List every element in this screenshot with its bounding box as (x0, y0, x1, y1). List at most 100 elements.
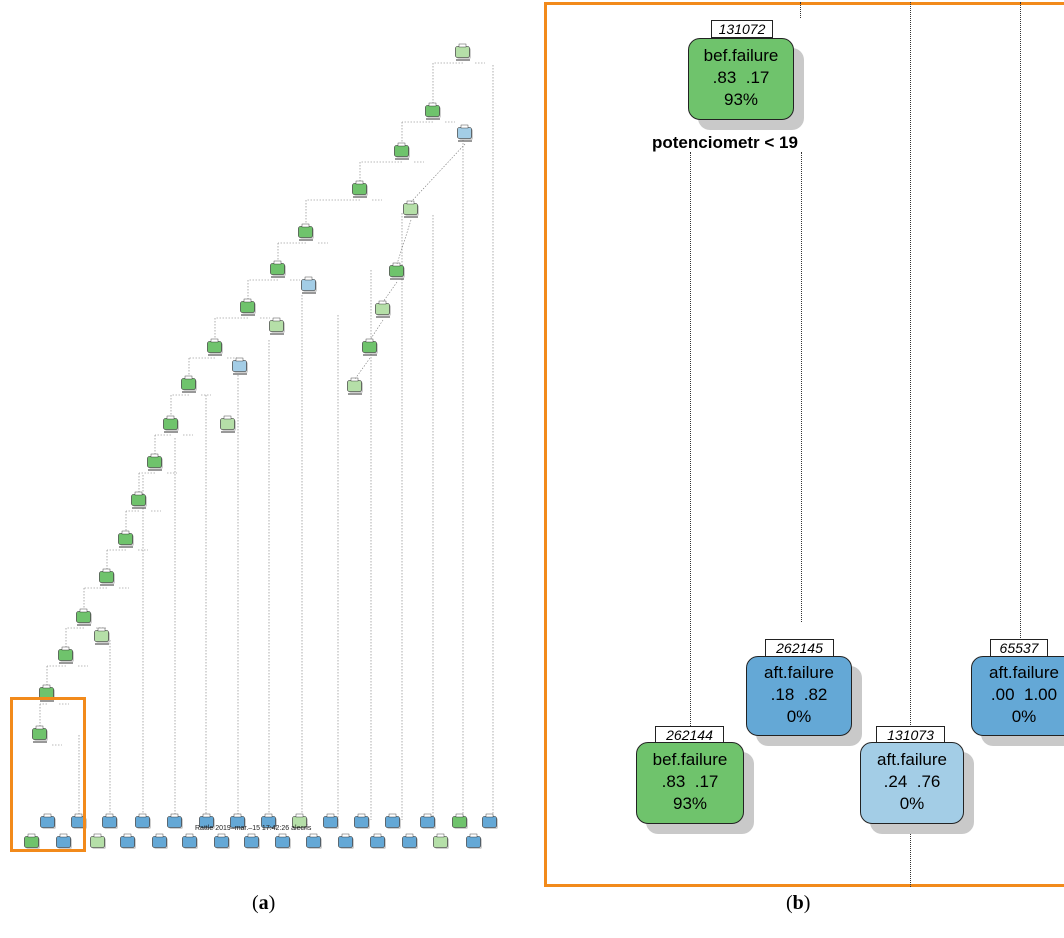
root-node: bef.failure .83 .17 93% (688, 38, 794, 120)
tree-node (207, 338, 223, 354)
node-percent: 0% (1011, 707, 1037, 726)
tree-edge (369, 319, 384, 341)
tree-node (375, 300, 391, 316)
tree-node (120, 833, 136, 849)
tree-node (163, 415, 179, 431)
tree-node (56, 833, 72, 849)
tree-node (230, 813, 246, 829)
zoom-highlight-box (10, 697, 86, 852)
tree-node (298, 223, 314, 239)
tree-node (135, 813, 151, 829)
tree-node (457, 124, 473, 140)
rattle-footer: Rattle 2019–mar.–15 17:42:26 alecris (195, 825, 312, 832)
leaf-node: bef.failure .83 .17 93% (636, 742, 744, 824)
zoomed-tree-panel: 131072 bef.failure .83 .17 93% potenciom… (540, 0, 1064, 900)
node-id-label: 131073 (876, 726, 945, 744)
node-probs: .83 .17 (661, 772, 719, 791)
tree-node (182, 833, 198, 849)
split-label: potenciometr < 19 (652, 133, 798, 152)
node-class: aft.failure (877, 750, 947, 769)
tree-edge (396, 219, 412, 265)
tree-edge (382, 281, 398, 303)
connector-line (1020, 2, 1021, 642)
connector-line (800, 2, 801, 18)
overview-tree (24, 43, 498, 849)
tree-node (24, 833, 40, 849)
node-percent: 0% (899, 794, 925, 813)
node-class: bef.failure (703, 46, 779, 65)
tree-node (240, 298, 256, 314)
tree-node (403, 200, 419, 216)
tree-node (420, 813, 436, 829)
tree-node (131, 491, 147, 507)
tree-node (118, 530, 134, 546)
tree-node (385, 813, 401, 829)
leaf-node: aft.failure .00 1.00 0% (971, 656, 1064, 736)
node-class: bef.failure (652, 750, 728, 769)
tree-edge (354, 357, 371, 380)
tree-node (301, 276, 317, 292)
tree-edge (410, 143, 466, 203)
tree-node (244, 833, 260, 849)
tree-node (270, 260, 286, 276)
node-probs: .24 .76 (883, 772, 941, 791)
node-probs: .18 .82 (770, 685, 828, 704)
tree-node (152, 833, 168, 849)
node-probs: .00 1.00 (990, 685, 1058, 704)
node-class: aft.failure (989, 663, 1059, 682)
tree-node (90, 833, 106, 849)
tree-node (275, 833, 291, 849)
tree-node (394, 142, 410, 158)
tree-node (323, 813, 339, 829)
node-id-label: 65537 (990, 639, 1048, 657)
node-id-label: 131072 (711, 20, 773, 38)
tree-node (370, 833, 386, 849)
tree-node (94, 627, 110, 643)
leaf-node: aft.failure .24 .76 0% (860, 742, 964, 824)
tree-node (76, 608, 92, 624)
tree-node (362, 338, 378, 354)
connector-line (801, 152, 802, 622)
node-id-label: 262145 (765, 639, 834, 657)
tree-node (214, 833, 230, 849)
tree-node (292, 813, 308, 829)
tree-node (167, 813, 183, 829)
connector-line (910, 2, 911, 887)
tree-node (306, 833, 322, 849)
tree-node (433, 833, 449, 849)
tree-node (261, 813, 277, 829)
tree-node (482, 813, 498, 829)
tree-node (58, 646, 74, 662)
node-percent: 0% (786, 707, 812, 726)
node-percent: 93% (672, 794, 708, 813)
tree-node (181, 375, 197, 391)
tree-node (352, 180, 368, 196)
zoom-frame (544, 2, 1064, 887)
overview-tree-panel: Rattle 2019–mar.–15 17:42:26 alecris (0, 0, 520, 900)
tree-node (425, 102, 441, 118)
caption-a: (a) (252, 892, 276, 914)
tree-node (354, 813, 370, 829)
tree-node (32, 725, 48, 741)
caption-b: (b) (786, 892, 811, 914)
tree-node (232, 357, 248, 373)
tree-node (338, 833, 354, 849)
node-class: aft.failure (764, 663, 834, 682)
tree-node (269, 317, 285, 333)
tree-node (199, 813, 215, 829)
node-probs: .83 .17 (712, 68, 770, 87)
tree-node (147, 453, 163, 469)
leaf-node: aft.failure .18 .82 0% (746, 656, 852, 736)
tree-node (99, 568, 115, 584)
tree-node (466, 833, 482, 849)
tree-node (402, 833, 418, 849)
tree-node (389, 262, 405, 278)
tree-node (452, 813, 468, 829)
tree-node (347, 377, 363, 393)
tree-node (455, 43, 471, 59)
connector-line (690, 152, 691, 740)
tree-node (220, 415, 236, 431)
tree-node (40, 813, 56, 829)
node-percent: 93% (723, 90, 759, 109)
tree-node (102, 813, 118, 829)
